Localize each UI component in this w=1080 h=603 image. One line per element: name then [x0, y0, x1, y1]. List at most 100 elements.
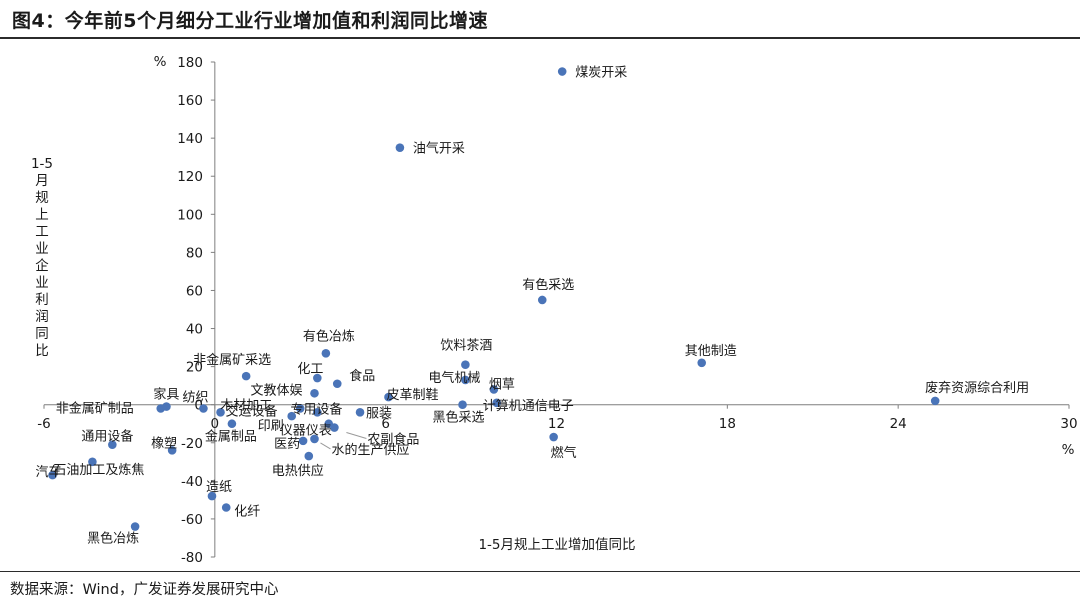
y-unit-label: % [154, 54, 167, 70]
y-tick-label: 160 [177, 93, 203, 109]
data-point-label: 医药 [274, 437, 300, 452]
data-point-label: 电热供应 [272, 463, 324, 479]
x-tick-label: 24 [890, 416, 907, 432]
data-point [313, 373, 322, 383]
y-tick-label: -60 [181, 512, 203, 528]
data-point [489, 385, 499, 394]
data-point-label: 家具 [153, 387, 179, 403]
data-point-label: 服装 [366, 406, 392, 421]
data-point [216, 408, 225, 417]
y-tick-label: 100 [177, 207, 203, 223]
data-point [199, 404, 208, 413]
y-tick-label: 60 [186, 283, 203, 299]
data-point-label: 有色采选 [522, 277, 574, 293]
data-point [221, 503, 231, 512]
data-point-label: 食品 [349, 368, 375, 384]
data-point-label: 造纸 [206, 480, 232, 495]
data-point [108, 440, 117, 449]
data-point-label: 饮料茶酒 [440, 338, 492, 354]
data-point [287, 411, 297, 421]
data-point-label: 化纤 [234, 505, 260, 520]
data-point [241, 371, 251, 381]
data-point [697, 358, 707, 368]
title-divider [0, 37, 1080, 39]
y-tick-label: -80 [181, 550, 203, 566]
data-point [313, 408, 322, 417]
data-point-label: 纺织 [182, 391, 208, 406]
y-tick-label: 180 [177, 55, 203, 71]
data-point-label: 烟草 [489, 377, 515, 392]
y-tick-label: 80 [186, 245, 203, 261]
chart-points [48, 67, 940, 531]
data-point-label: 油气开采 [413, 141, 465, 157]
data-point [130, 522, 140, 531]
data-point-label: 黑色采选 [433, 410, 485, 426]
data-point-label: 石油加工及炼焦 [53, 463, 144, 478]
x-tick-label: 0 [211, 416, 220, 432]
x-axis-title: 1-5月规上工业增加值同比 [478, 537, 635, 553]
data-point-label: 废弃资源综合利用 [925, 380, 1029, 396]
data-point-label: 黑色冶炼 [87, 531, 139, 547]
x-tick-label: 18 [719, 416, 736, 432]
data-point [298, 436, 308, 446]
y-tick-label: 140 [177, 131, 203, 147]
source-divider [0, 571, 1080, 572]
data-point [227, 419, 237, 429]
data-point [330, 423, 339, 432]
data-point [355, 408, 365, 417]
data-point-label: 皮革制鞋 [387, 387, 439, 403]
data-point [295, 404, 305, 413]
x-tick-label: 12 [548, 416, 565, 432]
data-point-label: 电气机械 [428, 370, 480, 386]
data-point [304, 451, 314, 461]
data-point [332, 379, 342, 389]
data-point-label: 化工 [297, 362, 323, 377]
y-tick-label: 20 [186, 360, 203, 376]
data-point [537, 295, 547, 305]
data-point-label: 汽车 [36, 464, 62, 480]
data-point-label: 水的生产供应 [331, 442, 409, 458]
data-point [310, 434, 319, 444]
data-point-label: 计算机通信电子 [483, 399, 574, 414]
data-point-label: 煤炭开采 [575, 66, 627, 81]
data-point-label: 金属制品 [205, 429, 257, 445]
data-point [461, 360, 470, 370]
figure-title: 图4：今年前5个月细分工业行业增加值和利润同比增速 [12, 10, 488, 32]
data-point-label: 有色冶炼 [303, 328, 355, 344]
data-point [207, 491, 217, 501]
data-point [384, 392, 393, 402]
data-point-label: 木材加工 [220, 399, 272, 414]
data-point [461, 375, 470, 385]
y-tick-label: 40 [186, 322, 203, 338]
data-point-label: 印刷 [258, 419, 284, 434]
data-point [88, 457, 97, 467]
data-point [930, 396, 940, 406]
y-tick-label: 120 [177, 169, 203, 185]
data-point-label: 通用设备 [81, 429, 133, 445]
y-tick-label: -20 [181, 436, 203, 452]
x-tick-label: 6 [381, 416, 390, 432]
data-point-label: 燃气 [551, 445, 577, 461]
data-point [492, 398, 502, 408]
data-point [167, 446, 177, 455]
data-point-label: 农副食品 [367, 432, 419, 448]
data-point [557, 67, 567, 76]
data-point-label: 交运设备 [226, 403, 278, 419]
data-point [310, 388, 319, 398]
label-leader-line [346, 432, 367, 440]
data-point [395, 143, 405, 152]
source-note: 数据来源：Wind，广发证券发展研究中心 [10, 582, 279, 598]
y-tick-label: -40 [181, 474, 203, 490]
data-point [549, 432, 558, 442]
y-tick-label: 0 [194, 398, 203, 414]
data-point-label: 非金属矿采选 [193, 352, 271, 368]
label-leader-line [320, 442, 331, 450]
x-unit-label: % [1062, 442, 1075, 458]
data-point [162, 402, 171, 411]
data-point-label: 其他制造 [685, 344, 737, 359]
data-point-label: 仪器仪表 [280, 424, 332, 439]
data-point-label: 专用设备 [290, 401, 342, 417]
